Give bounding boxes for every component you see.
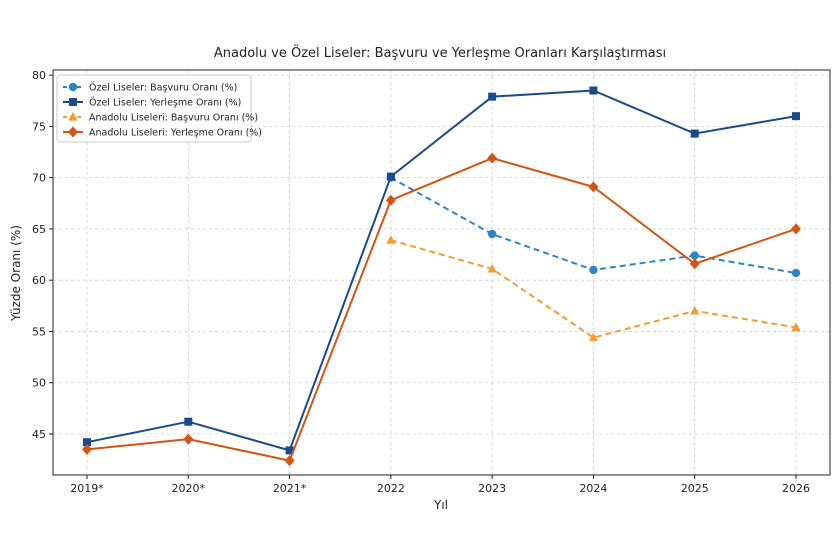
legend-label: Anadolu Liseleri: Başvuru Oranı (%) <box>89 113 258 124</box>
data-point <box>791 223 801 235</box>
axis-ticks: 2019* 2020* 2021* 2022 2023 2024 2025 2026 45 50 5… <box>32 69 810 495</box>
series-4 <box>82 152 801 467</box>
data-point <box>791 322 801 331</box>
x-tick-label: 2025 <box>681 482 709 495</box>
data-point <box>589 86 598 95</box>
data-point <box>385 194 396 206</box>
y-tick-label: 75 <box>32 120 46 133</box>
y-tick-label: 50 <box>32 377 46 390</box>
x-tick-label: 2019* <box>70 482 104 495</box>
plot-frame <box>52 69 831 476</box>
data-point <box>588 181 599 193</box>
data-point <box>183 433 194 445</box>
data-point <box>82 443 92 455</box>
data-point <box>690 251 699 260</box>
x-tick-label: 2020* <box>172 482 206 495</box>
y-tick-label: 55 <box>32 325 46 338</box>
legend-label: Özel Liseler: Yerleşme Oranı (%) <box>89 98 241 109</box>
data-point <box>689 258 700 270</box>
x-tick-label: 2023 <box>478 482 506 495</box>
data-point <box>284 455 295 467</box>
data-point <box>487 263 497 273</box>
chart-title: Anadolu ve Özel Liseler: Başvuru ve Yerl… <box>214 44 666 61</box>
legend: Özel Liseler: Başvuru Oranı (%) Özel Lise… <box>56 74 262 143</box>
series-2 <box>83 86 800 455</box>
data-point <box>588 332 599 342</box>
y-tick-label: 45 <box>32 428 46 441</box>
legend-item: Özel Liseler: Yerleşme Oranı (%) <box>63 98 241 109</box>
data-point <box>487 229 497 239</box>
legend-label: Anadolu Liseleri: Yerleşme Oranı (%) <box>89 128 262 139</box>
legend-marker <box>68 112 78 121</box>
y-axis-label: Yüzde Oranı (%) <box>9 225 23 322</box>
data-point <box>792 112 800 121</box>
legend-item: Anadolu Liseleri: Başvuru Oranı (%) <box>63 112 258 124</box>
legend-marker <box>68 82 78 92</box>
legend-marker <box>69 98 77 106</box>
series-1 <box>386 173 801 278</box>
data-point <box>690 305 700 315</box>
series-line <box>86 157 797 462</box>
series-3 <box>386 235 801 342</box>
data-point <box>487 152 498 164</box>
legend-item: Anadolu Liseleri: Yerleşme Oranı (%) <box>63 126 262 139</box>
data-point <box>386 172 395 181</box>
y-tick-label: 80 <box>32 69 46 82</box>
x-axis-label: Yıl <box>433 498 448 512</box>
data-point <box>184 417 193 426</box>
data-point <box>386 235 396 244</box>
y-tick-label: 65 <box>32 223 46 236</box>
series-line <box>86 89 797 452</box>
data-point <box>589 265 598 275</box>
data-point <box>791 268 801 278</box>
series-line <box>390 239 797 339</box>
legend-box <box>56 74 252 143</box>
x-tick-label: 2024 <box>579 482 607 495</box>
series-layer <box>82 86 801 467</box>
y-tick-label: 60 <box>32 274 46 287</box>
y-tick-label: 70 <box>32 172 46 185</box>
data-point <box>488 92 497 101</box>
data-point <box>83 438 91 447</box>
x-tick-label: 2026 <box>782 482 810 495</box>
data-point <box>690 129 699 138</box>
legend-item: Özel Liseler: Başvuru Oranı (%) <box>63 83 237 94</box>
legend-marker <box>68 126 78 138</box>
data-point <box>285 446 294 455</box>
legend-label: Özel Liseler: Başvuru Oranı (%) <box>89 83 237 94</box>
x-tick-label: 2022 <box>377 482 405 495</box>
x-tick-label: 2021* <box>273 482 307 495</box>
